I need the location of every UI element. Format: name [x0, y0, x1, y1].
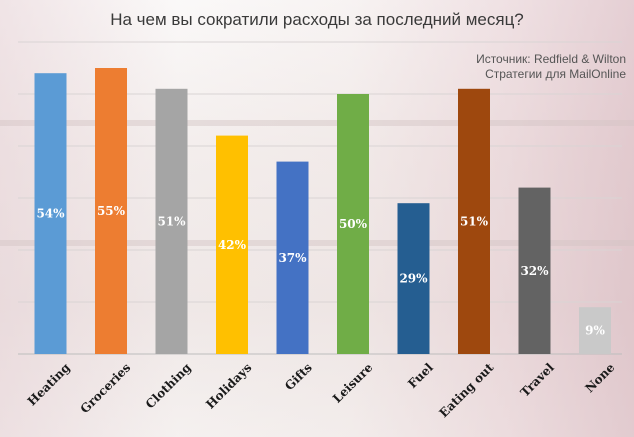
x-tick-label: Clothing — [143, 360, 194, 411]
x-tick-label: Eating out — [437, 360, 497, 420]
x-tick-label: Heating — [25, 360, 73, 408]
value-label: 9% — [585, 324, 605, 338]
x-tick-label: Holidays — [203, 360, 254, 411]
shelf-decoration — [0, 240, 634, 246]
value-label: 54% — [36, 207, 65, 221]
value-label: 50% — [339, 217, 368, 231]
bar-gifts — [276, 161, 309, 354]
value-labels: 54% 55% 51% 42% 37% 50% 29% 51% 32% 9% — [36, 204, 605, 338]
bar-leisure — [337, 94, 369, 354]
bar-travel — [518, 187, 551, 354]
x-tick-label: Groceries — [78, 360, 134, 416]
value-label: 55% — [97, 204, 126, 218]
value-label: 32% — [520, 264, 549, 278]
x-tick-label: Gifts — [282, 360, 315, 393]
bar-heating — [34, 73, 67, 354]
x-tick-labels: Heating Groceries Clothing Holidays Gifts Lei… — [25, 360, 618, 420]
x-tick-label: Travel — [518, 360, 557, 399]
chart-source: Источник: Redfield & Wilton Стратегии дл… — [476, 52, 626, 82]
bar-fuel — [397, 203, 430, 354]
source-line-1: Источник: Redfield & Wilton — [476, 52, 626, 66]
value-label: 37% — [278, 251, 307, 265]
bar-none — [579, 307, 611, 354]
value-label: 51% — [460, 214, 489, 228]
chart-title: На чем вы сократили расходы за последний… — [110, 10, 524, 29]
bar-clothing — [155, 88, 188, 355]
bars — [34, 68, 611, 355]
x-tick-label: Leisure — [330, 360, 376, 406]
x-tick-label: None — [582, 360, 617, 395]
bar-eating-out — [458, 88, 490, 355]
x-tick-label: Fuel — [405, 360, 436, 391]
source-line-2: Стратегии для MailOnline — [485, 67, 626, 81]
bar-holidays — [216, 135, 248, 354]
bar-groceries — [95, 68, 127, 354]
value-label: 29% — [399, 272, 428, 286]
shelf-decoration — [0, 120, 634, 126]
value-label: 51% — [157, 214, 186, 228]
value-label: 42% — [218, 238, 247, 252]
